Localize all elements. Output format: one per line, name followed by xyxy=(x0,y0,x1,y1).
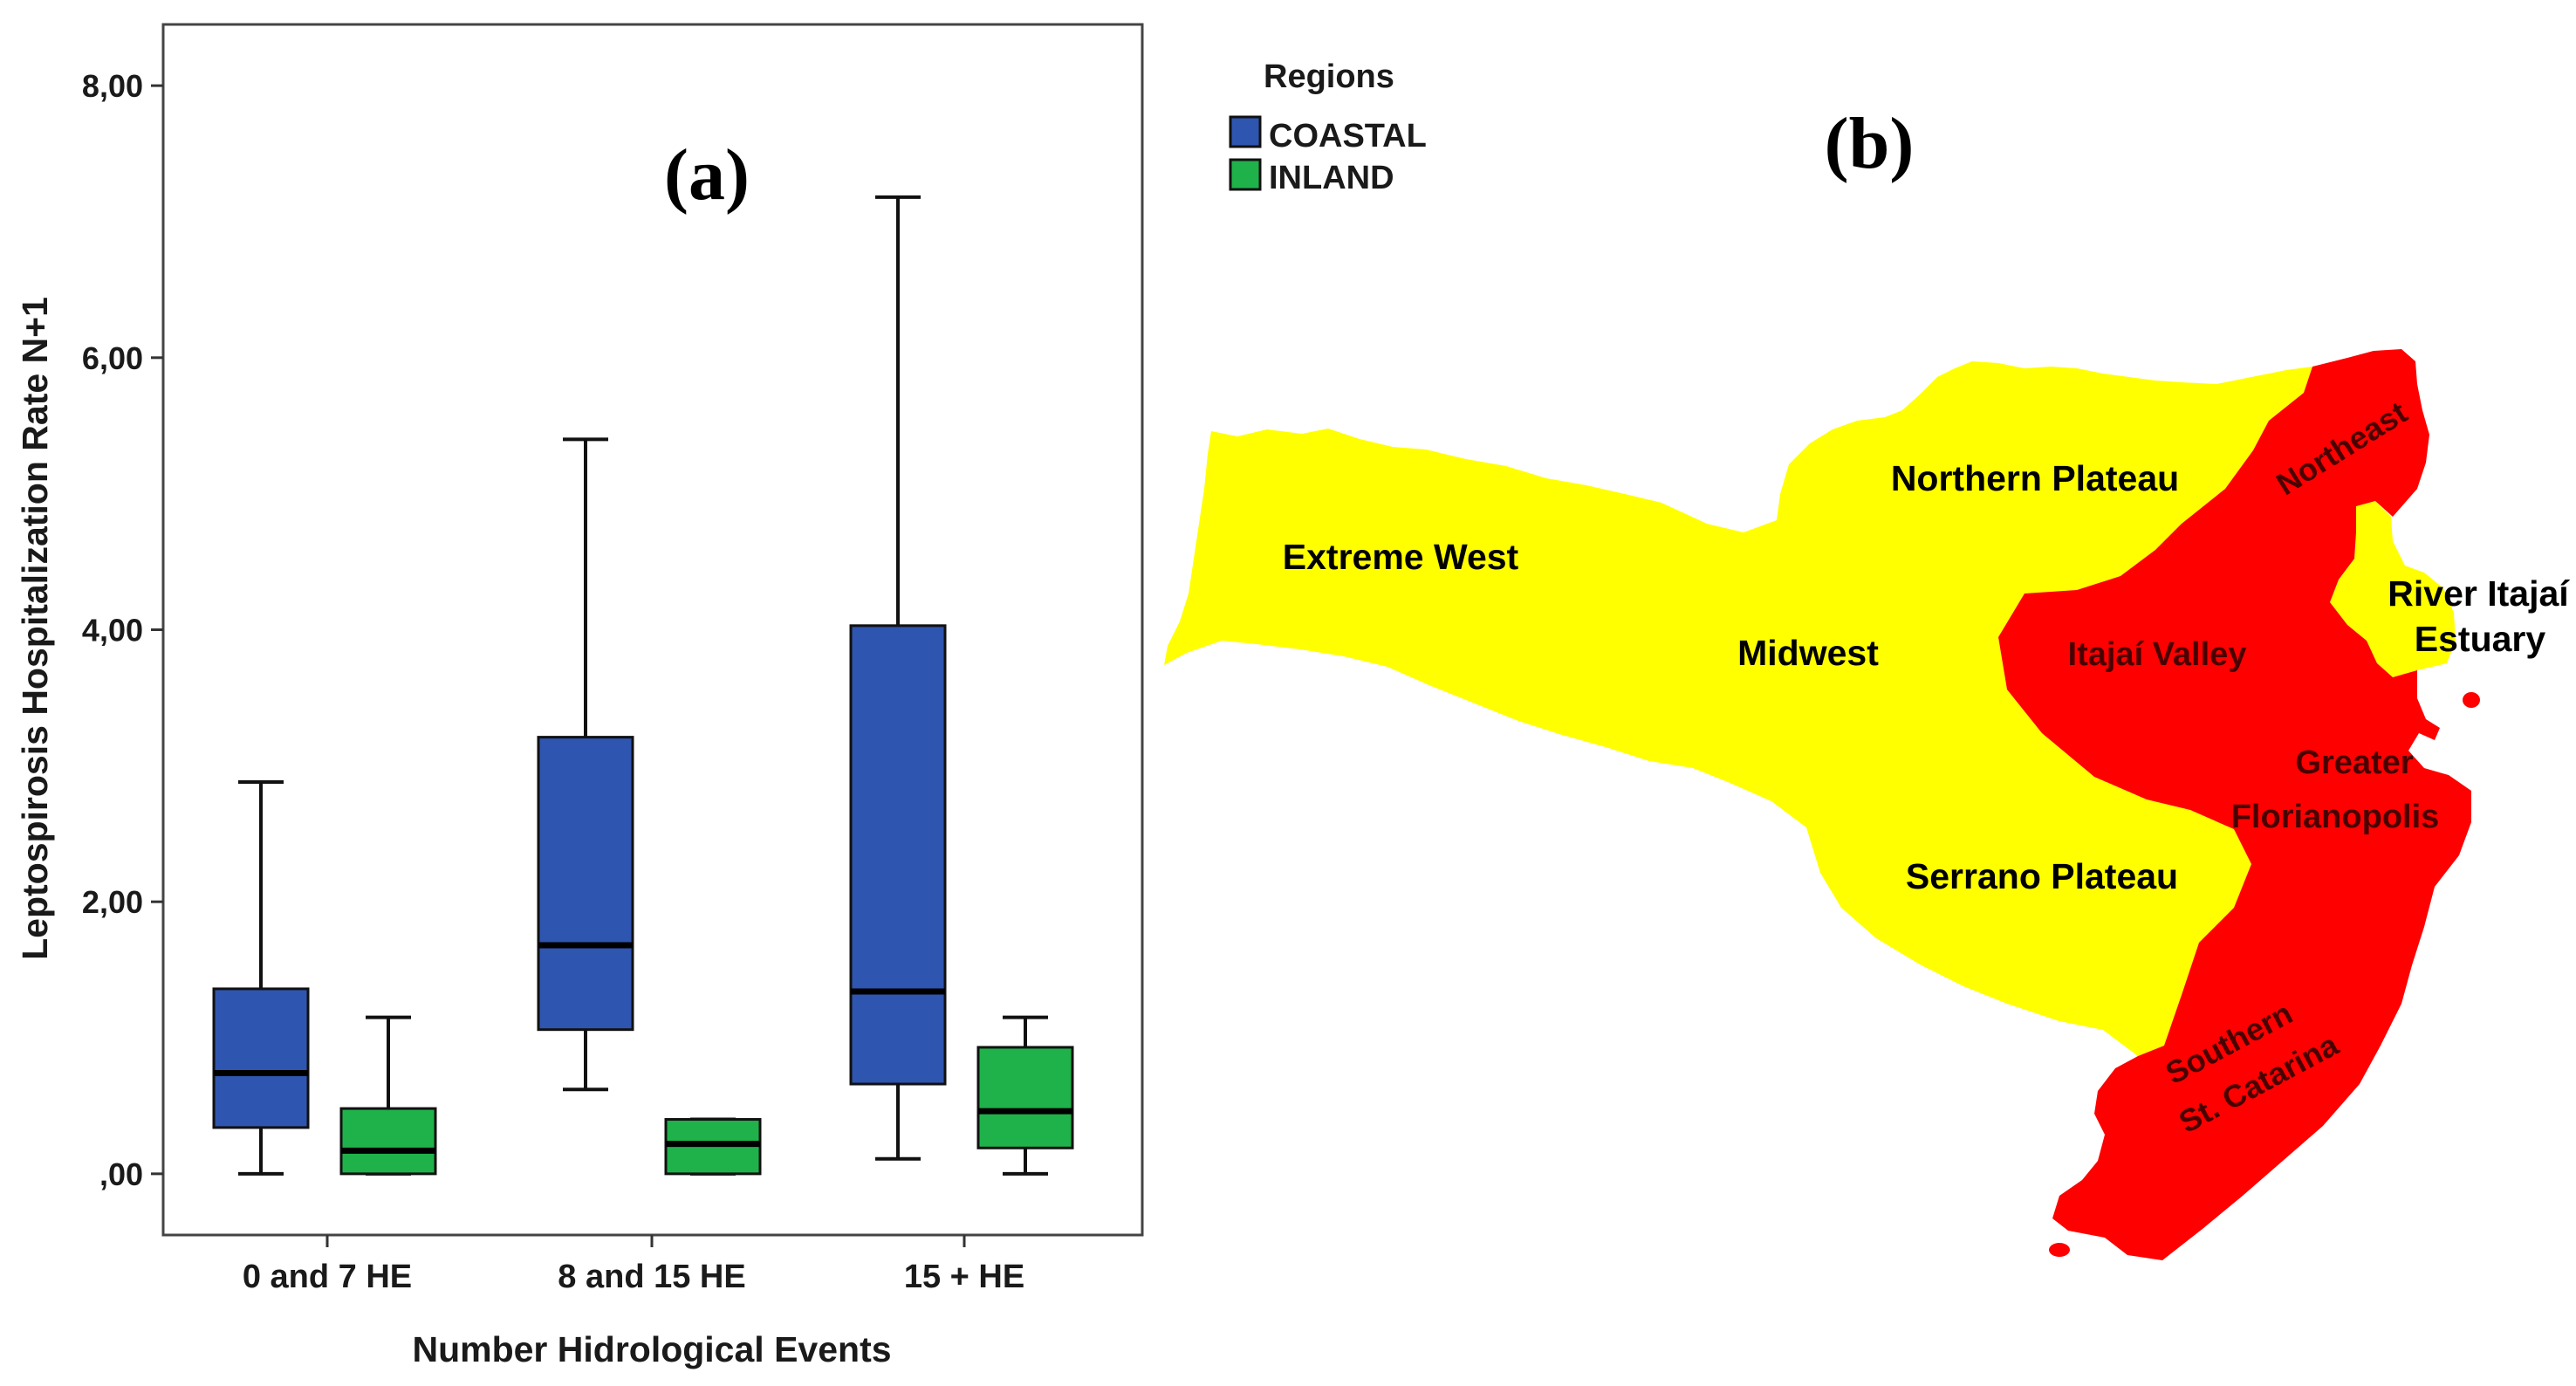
x-axis-ticks: 0 and 7 HE 8 and 15 HE 15 + HE xyxy=(243,1235,1024,1295)
map-label-itajai-valley: Itajaí Valley xyxy=(2068,636,2247,673)
iqr-box xyxy=(212,987,310,1129)
map-panel: (b) Extreme West Northern Plateau Midwes… xyxy=(1164,103,2570,1260)
coastal-box xyxy=(849,195,947,1161)
panel-label-a: (a) xyxy=(664,134,750,216)
map-label-midwest: Midwest xyxy=(1737,633,1879,673)
legend: Regions COASTAL INLAND xyxy=(1229,58,1427,196)
iqr-box xyxy=(849,624,947,1086)
legend-title: Regions xyxy=(1264,58,1394,95)
map-estuary-yellow xyxy=(2330,501,2456,677)
inland-box xyxy=(664,1117,762,1176)
legend-label-coastal: COASTAL xyxy=(1269,118,1427,154)
iqr-box xyxy=(537,736,634,1032)
y-axis-title: Leptospirosis Hospitalization Rate N+1 xyxy=(15,297,55,960)
y-axis-ticks: ,00 2,00 4,00 6,00 8,00 xyxy=(82,68,163,1192)
coastal-box xyxy=(212,780,310,1176)
plot-frame xyxy=(161,23,1144,1237)
x-axis-title: Number Hidrological Events xyxy=(412,1329,891,1369)
box-series xyxy=(212,195,1074,1176)
map-label-florianopolis: Florianopolis xyxy=(2231,799,2440,835)
x-tick-label: 15 + HE xyxy=(904,1259,1024,1295)
x-tick-label: 8 and 15 HE xyxy=(558,1259,745,1295)
y-tick-label: 6,00 xyxy=(82,340,143,376)
y-tick-label: 2,00 xyxy=(82,884,143,920)
y-tick-label: ,00 xyxy=(99,1156,143,1192)
inland-box xyxy=(976,1015,1074,1176)
map-label-northern-plateau: Northern Plateau xyxy=(1891,458,2179,498)
boxplot-panel: ,00 2,00 4,00 6,00 8,00 0 and 7 HE 8 and 15 H… xyxy=(15,23,1144,1369)
coastal-box xyxy=(537,437,634,1092)
inland-box xyxy=(339,1015,437,1176)
y-tick-label: 4,00 xyxy=(82,613,143,648)
map-label-river-itajai: River Itajaí xyxy=(2388,573,2570,614)
panel-label-b: (b) xyxy=(1825,103,1915,184)
x-tick-label: 0 and 7 HE xyxy=(243,1259,412,1295)
legend-swatch-coastal xyxy=(1229,115,1262,148)
map-label-greater: Greater xyxy=(2295,744,2413,781)
iqr-box xyxy=(339,1107,437,1176)
map-island-1 xyxy=(2463,692,2480,708)
map-label-extreme-west: Extreme West xyxy=(1283,537,1519,577)
legend-swatch-inland xyxy=(1229,158,1262,191)
map-inland-territory xyxy=(1164,361,2312,1056)
map-label-estuary: Estuary xyxy=(2415,619,2546,659)
map-label-serrano-plateau: Serrano Plateau xyxy=(1906,856,2178,896)
map-coastal-territory xyxy=(1998,349,2471,1260)
iqr-box xyxy=(976,1046,1074,1149)
y-tick-label: 8,00 xyxy=(82,68,143,104)
map-island-2 xyxy=(2049,1243,2070,1257)
legend-label-inland: INLAND xyxy=(1269,160,1394,196)
